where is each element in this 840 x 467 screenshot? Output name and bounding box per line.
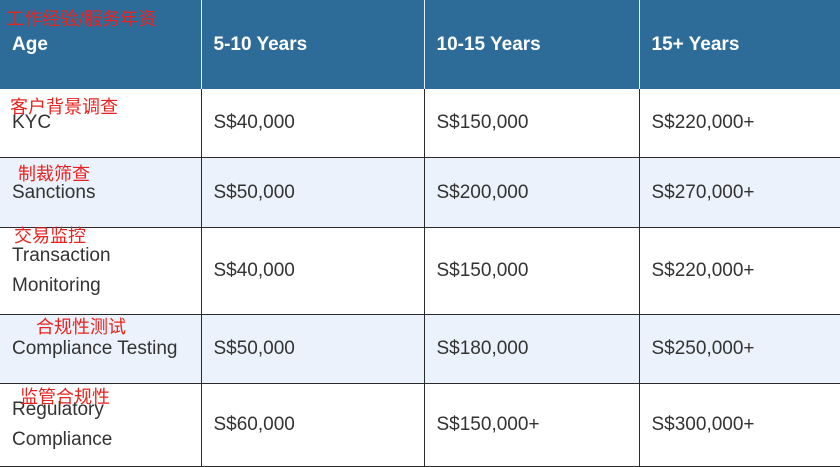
annotation-header: 工作经验/服务年资 xyxy=(6,9,157,30)
salary-cell: S$60,000 xyxy=(201,383,425,467)
header-15-plus-years: 15+ Years xyxy=(639,0,840,89)
salary-cell: S$150,000 xyxy=(424,89,640,158)
role-line: Compliance xyxy=(12,429,113,450)
salary-cell: S$220,000+ xyxy=(639,89,840,158)
salary-cell: S$270,000+ xyxy=(639,157,840,228)
role-cell: Compliance Testing xyxy=(0,314,202,384)
salary-cell: S$300,000+ xyxy=(639,383,840,467)
table-row: Regulatory Compliance S$60,000 S$150,000+… xyxy=(0,383,840,467)
salary-cell: S$220,000+ xyxy=(639,227,840,315)
role-line: Transaction xyxy=(12,245,111,266)
header-5-10-years: 5-10 Years xyxy=(201,0,425,89)
salary-cell: S$150,000+ xyxy=(424,383,640,467)
annotation-regulatory: 监管合规性 xyxy=(20,387,110,408)
salary-cell: S$200,000 xyxy=(424,157,640,228)
salary-cell: S$40,000 xyxy=(201,89,425,158)
salary-cell: S$50,000 xyxy=(201,157,425,228)
annotation-kyc: 客户背景调查 xyxy=(10,97,118,118)
salary-cell: S$150,000 xyxy=(424,227,640,315)
annotation-testing: 合规性测试 xyxy=(36,317,126,338)
salary-cell: S$40,000 xyxy=(201,227,425,315)
role-cell: Transaction Monitoring xyxy=(0,227,202,315)
role-cell: KYC xyxy=(0,89,202,158)
header-10-15-years: 10-15 Years xyxy=(424,0,640,89)
annotation-sanctions: 制裁筛查 xyxy=(18,164,90,185)
annotation-transaction: 交易监控 xyxy=(14,226,86,247)
header-age: Age xyxy=(0,0,202,89)
salary-cell: S$50,000 xyxy=(201,314,425,384)
salary-cell: S$250,000+ xyxy=(639,314,840,384)
salary-cell: S$180,000 xyxy=(424,314,640,384)
table-row: Transaction Monitoring S$40,000 S$150,000… xyxy=(0,227,840,315)
role-cell: Regulatory Compliance xyxy=(0,383,202,467)
role-line: Regulatory xyxy=(12,399,104,420)
table-row: Sanctions S$50,000 S$200,000 S$270,000+ xyxy=(0,157,840,228)
role-cell: Sanctions xyxy=(0,157,202,228)
header-row: Age 5-10 Years 10-15 Years 15+ Years xyxy=(0,0,840,89)
role-line: Monitoring xyxy=(12,275,101,296)
table-row: Compliance Testing S$50,000 S$180,000 S$… xyxy=(0,314,840,384)
table-row: KYC S$40,000 S$150,000 S$220,000+ xyxy=(0,89,840,158)
